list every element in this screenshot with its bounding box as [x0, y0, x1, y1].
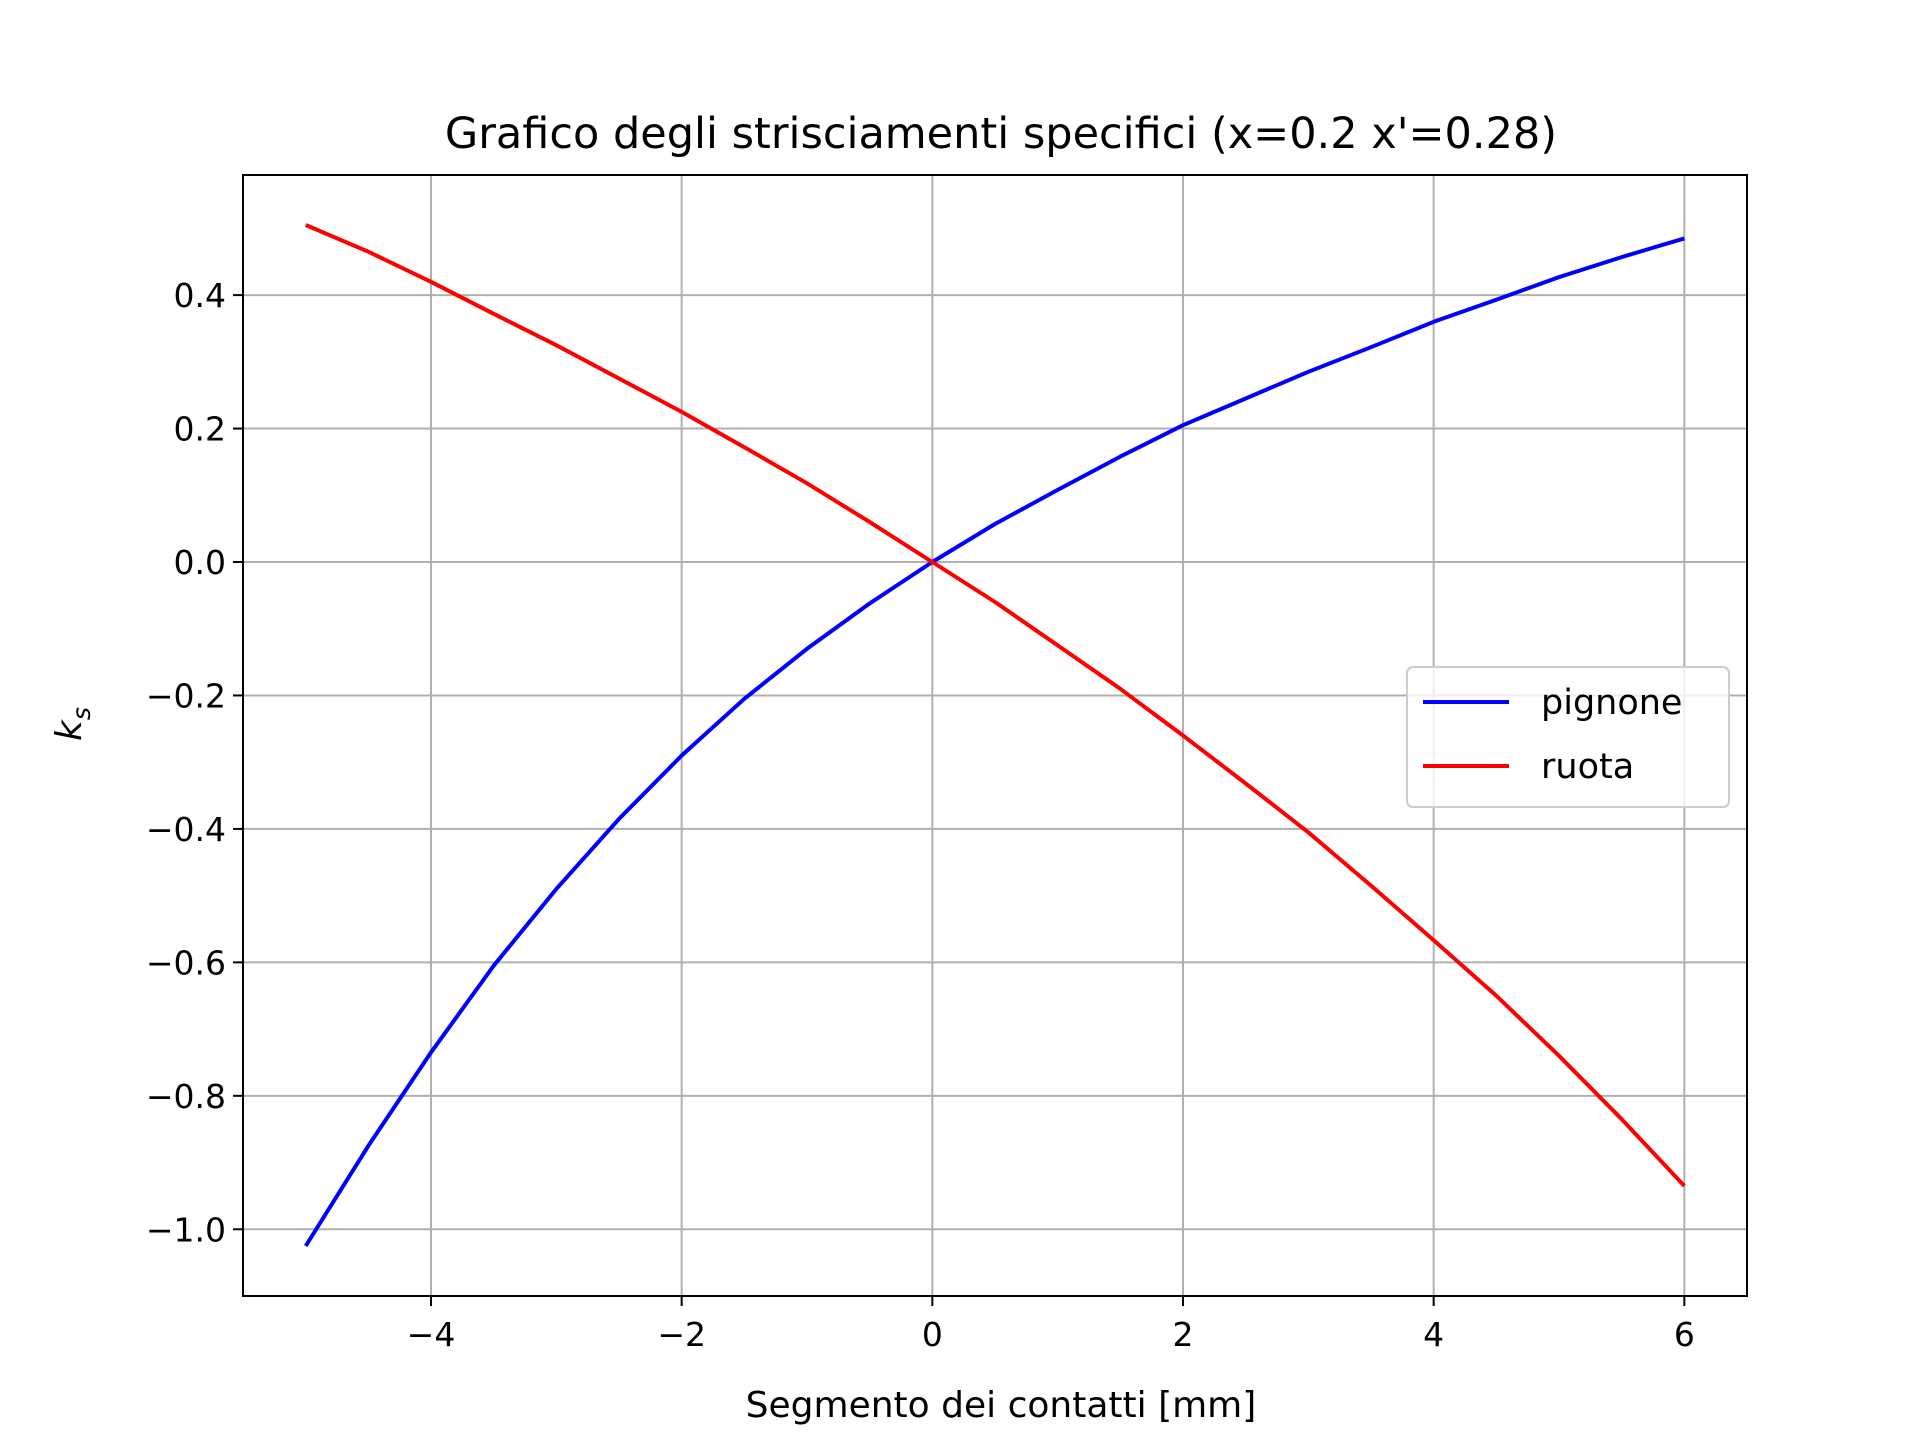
plot-area-frame: [242, 174, 1748, 1297]
legend-label-pignone: pignone: [1541, 683, 1682, 723]
x-tick-label: −2: [657, 1315, 706, 1354]
y-tick-label: −0.8: [146, 1077, 226, 1116]
y-tick-label: −0.2: [146, 676, 226, 715]
series-lines: [304, 223, 1686, 1248]
legend: pignone ruota: [1406, 666, 1730, 808]
series-line-pignone: [304, 236, 1685, 1248]
y-tick-label: 0.4: [174, 276, 226, 315]
y-axis-label: ks: [49, 707, 96, 741]
y-tick-label: 0.0: [174, 543, 226, 582]
y-tick-label: −0.6: [146, 943, 226, 982]
chart-title: Grafico degli strisciamenti specifici (x…: [445, 109, 1557, 159]
y-axis-ticks: −1.0 −0.8 −0.6 −0.4 −0.2 0.0 0.2 0.4: [146, 276, 243, 1249]
y-tick-label: −1.0: [146, 1210, 226, 1249]
y-axis-label-subscript: s: [67, 707, 96, 720]
svg-text:ks: ks: [49, 707, 96, 741]
series-line-ruota: [304, 223, 1686, 1188]
x-tick-label: 4: [1423, 1315, 1444, 1354]
x-tick-label: −4: [407, 1315, 456, 1354]
x-axis-label: Segmento dei contatti [mm]: [746, 1385, 1257, 1426]
x-tick-label: 6: [1674, 1315, 1695, 1354]
y-axis-label-main: k: [49, 718, 90, 741]
y-tick-label: −0.4: [146, 810, 226, 849]
y-tick-label: 0.2: [174, 410, 226, 449]
legend-label-ruota: ruota: [1541, 747, 1634, 787]
x-tick-label: 0: [922, 1315, 943, 1354]
x-axis-ticks: −4 −2 0 2 4 6: [407, 1296, 1695, 1354]
x-tick-label: 2: [1173, 1315, 1194, 1354]
